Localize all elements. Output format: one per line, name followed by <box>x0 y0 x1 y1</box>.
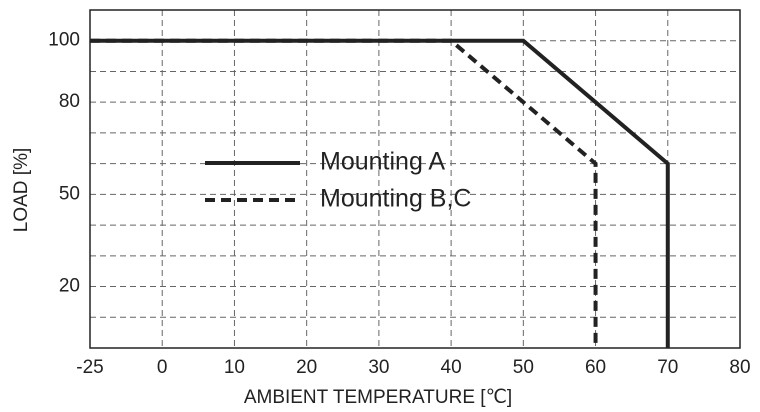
legend-label: Mounting B,C <box>320 185 471 213</box>
x-tick-label: 50 <box>513 357 534 378</box>
x-tick-label: 0 <box>157 357 168 378</box>
x-tick-label: -25 <box>76 357 103 378</box>
x-tick-label: 20 <box>296 357 317 378</box>
y-tick-label: 20 <box>59 276 80 297</box>
x-axis-label: AMBIENT TEMPERATURE [℃] <box>244 387 512 408</box>
x-tick-label: 80 <box>729 357 750 378</box>
x-tick-label: 70 <box>657 357 678 378</box>
x-tick-label: 40 <box>441 357 462 378</box>
data-line <box>90 38 598 348</box>
x-tick-label: 10 <box>224 357 245 378</box>
y-tick-label: 80 <box>59 91 80 112</box>
y-axis-label: LOAD [%] <box>11 148 32 232</box>
plot-frame <box>89 9 741 349</box>
x-tick-label: 60 <box>585 357 606 378</box>
y-tick-label: 50 <box>59 183 80 204</box>
y-tick-label: 100 <box>48 30 80 51</box>
x-tick-label: 30 <box>368 357 389 378</box>
legend-label: Mounting A <box>320 148 445 176</box>
